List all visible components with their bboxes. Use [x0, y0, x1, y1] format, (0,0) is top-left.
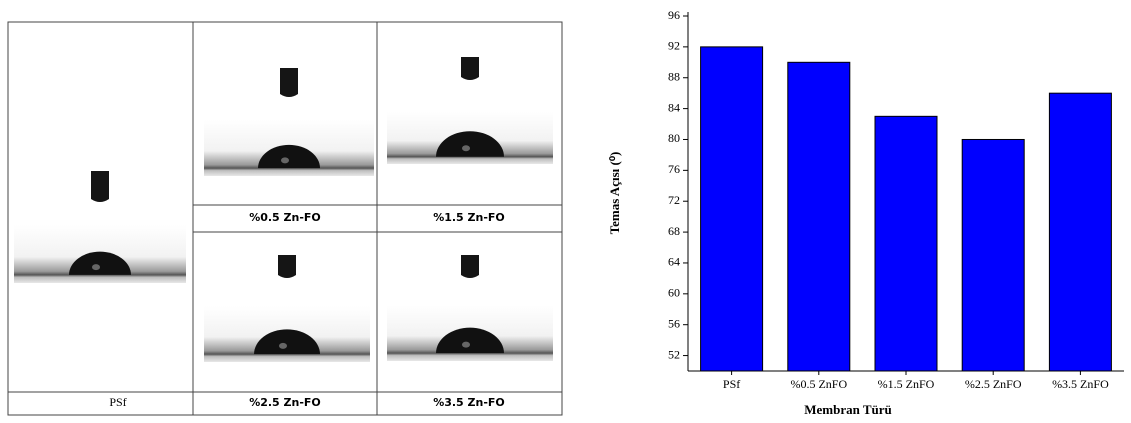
y-tick-label: 80	[668, 131, 680, 145]
needle	[461, 57, 479, 80]
y-tick-label: 84	[668, 100, 680, 114]
bar	[787, 61, 851, 372]
x-tick-label: %1.5 ZnFO	[878, 377, 935, 391]
needle	[280, 68, 298, 97]
y-tick-label: 96	[668, 8, 680, 22]
bar	[874, 115, 938, 372]
x-tick-label: %2.5 ZnFO	[965, 377, 1022, 391]
caption: %0.5 Zn-FO	[249, 211, 321, 224]
y-tick-label: 60	[668, 286, 680, 300]
droplet	[436, 131, 504, 157]
x-tick-label: PSf	[723, 377, 740, 391]
x-tick-label: %0.5 ZnFO	[790, 377, 847, 391]
droplet-highlight	[92, 264, 100, 271]
x-tick-label: %3.5 ZnFO	[1052, 377, 1109, 391]
caption: %1.5 Zn-FO	[433, 211, 505, 224]
droplet	[436, 327, 504, 354]
bar	[700, 46, 764, 372]
needle	[278, 255, 296, 278]
droplet-highlight	[462, 341, 470, 348]
droplet-highlight	[279, 342, 287, 349]
droplet	[69, 251, 131, 275]
y-tick-label: 68	[668, 224, 680, 238]
caption: %3.5 Zn-FO	[433, 396, 505, 409]
droplet-panel: PSf %0.5 Zn-FO %1.5 Zn-FO %2.5 Zn-FO %3.…	[7, 21, 563, 416]
caption: PSf	[109, 395, 126, 409]
droplet-highlight	[462, 145, 470, 152]
panel-border	[7, 21, 563, 416]
y-tick-label: 64	[668, 255, 680, 269]
bar	[961, 138, 1025, 372]
needle	[461, 255, 479, 278]
y-tick-label: 72	[668, 193, 680, 207]
y-tick-label: 92	[668, 39, 680, 53]
needle	[91, 171, 109, 202]
y-tick-label: 52	[668, 347, 680, 361]
droplet	[258, 144, 320, 169]
y-tick-label: 56	[668, 316, 680, 330]
y-tick-label: 88	[668, 69, 680, 83]
droplet-highlight	[281, 157, 289, 164]
bar	[1048, 92, 1112, 372]
caption: %2.5 Zn-FO	[249, 396, 321, 409]
x-axis-label: Membran Türü	[804, 402, 892, 417]
y-tick-label: 76	[668, 162, 680, 176]
droplet	[254, 329, 320, 355]
y-axis-label: Temas Açısı (⁰)	[607, 152, 622, 235]
